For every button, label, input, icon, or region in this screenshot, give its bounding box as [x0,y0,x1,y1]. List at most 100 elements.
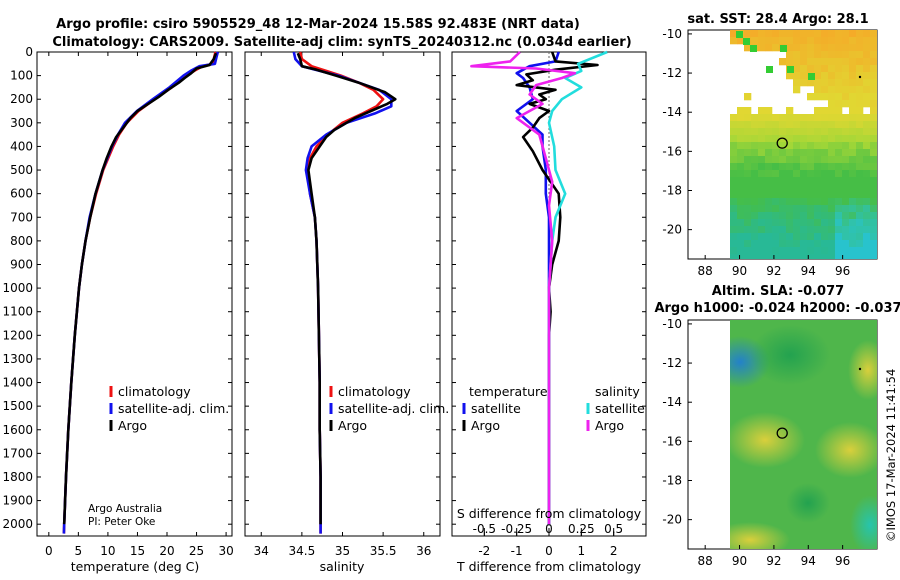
sst-cell [870,149,877,157]
sst-cell [772,226,780,234]
sst-cell [765,30,773,38]
sla-high-central [730,412,805,468]
sst-cell [730,128,738,136]
sst-cell [744,142,752,150]
sst-cell [821,254,829,259]
sst-cell [863,149,871,157]
sst-cell [779,205,787,213]
sst-cell [856,30,864,38]
sst-cell [814,93,822,101]
sst-cell [870,226,877,234]
sst-cell [814,198,822,206]
sst-cell [786,44,794,52]
sst-cell [772,191,780,199]
sst-cell [814,226,822,234]
sst-cell [779,156,787,164]
sst-cell [863,65,871,73]
sst-cell [821,44,829,52]
sst-cell [828,163,836,171]
sst-cell [835,37,843,45]
sst-cell [730,170,738,178]
sst-cell [849,79,857,87]
sst-cell [793,72,801,80]
x-tick-label: 2 [610,544,618,558]
sla-map-subtitle: Argo h1000: -0.024 h2000: -0.037 [654,301,900,316]
sst-cell [779,191,787,199]
sst-cell [730,163,738,171]
sst-cell [779,30,787,38]
sst-cell [736,31,743,38]
sst-cell [765,156,773,164]
sst-cell [828,184,836,192]
y-tick-label: 300 [10,116,33,130]
sst-cell [863,198,871,206]
temperature-xlabel: temperature (deg C) [71,559,200,574]
sst-cell [856,37,864,45]
x-tick-label: 35.5 [370,544,397,558]
sst-cell [737,254,745,259]
sst-cell [772,37,780,45]
sst-cell [814,177,822,185]
sst-cell [863,233,871,241]
sst-cell [807,142,815,150]
sst-cell [800,184,808,192]
sst-cell [772,170,780,178]
sst-cell [744,198,752,206]
temperature-ticks: 0 5 10 15 20 25 300100200300400500600700800900… [2,45,233,558]
sst-cell [821,114,829,122]
sst-cell [856,254,864,259]
sst-map-ticks: 88 90 92 94 96 -10 -12 -14 -16 -18 -20 [662,27,850,278]
sst-cell [849,44,857,52]
sst-cell [807,219,815,227]
sst-cell [856,114,864,122]
sla-high-southeast [815,422,877,478]
sst-cell [758,149,766,157]
sst-cell [863,51,871,59]
sst-cell [828,30,836,38]
legend-label-satellite: satellite-adj. clim. [338,401,449,416]
series-line-argo [296,52,397,525]
sst-cell [793,247,801,255]
sst-cell [828,128,836,136]
sst-cell [730,37,738,45]
sst-cell [779,114,787,122]
sst-cell [814,163,822,171]
map-x-tick-label: 96 [835,554,850,568]
sst-cell [821,247,829,255]
sst-cell [842,93,850,101]
sst-cell [870,163,877,171]
sst-cell [730,156,738,164]
sst-cell [800,219,808,227]
sst-cell [772,198,780,206]
sst-cell [786,170,794,178]
sst-cell [870,135,877,143]
sst-cell [765,177,773,185]
sst-cell [751,149,759,157]
salinity-ticks: 34 34.5 35 35.5 36 [245,51,440,558]
sst-cell [828,121,836,129]
sst-cell [786,114,794,122]
sst-cell [758,177,766,185]
sst-cell [856,219,864,227]
sst-cell [856,240,864,248]
sst-cell [835,44,843,52]
map-x-tick-label: 88 [698,554,713,568]
sst-cell [821,51,829,59]
sst-cell [807,65,815,73]
sst-cell [863,100,871,108]
sst-cell [870,44,877,52]
sst-cell [765,191,773,199]
sst-cell [870,93,877,101]
sst-cell [842,191,850,199]
sst-cell [849,121,857,129]
sst-cell [730,114,738,122]
sst-cell [793,191,801,199]
sst-cell [814,37,822,45]
sst-cell [835,149,843,157]
sst-cell [793,114,801,122]
sst-cell [737,163,745,171]
sst-cell [814,114,822,122]
sst-cell [758,37,766,45]
sst-cell [779,233,787,241]
sst-cell [793,149,801,157]
